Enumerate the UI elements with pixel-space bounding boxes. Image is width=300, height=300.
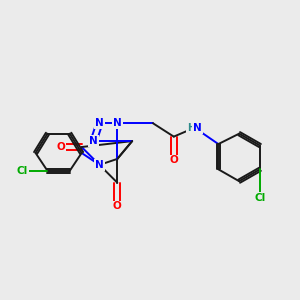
Text: Cl: Cl <box>16 166 28 176</box>
Text: Cl: Cl <box>254 193 266 202</box>
Text: O: O <box>56 142 65 152</box>
Text: O: O <box>169 155 178 165</box>
Text: N: N <box>95 118 104 128</box>
Text: N: N <box>193 123 202 133</box>
Text: H: H <box>187 123 195 133</box>
Text: N: N <box>95 160 104 170</box>
Text: O: O <box>113 202 122 212</box>
Text: N: N <box>113 118 122 128</box>
Text: N: N <box>89 136 98 146</box>
